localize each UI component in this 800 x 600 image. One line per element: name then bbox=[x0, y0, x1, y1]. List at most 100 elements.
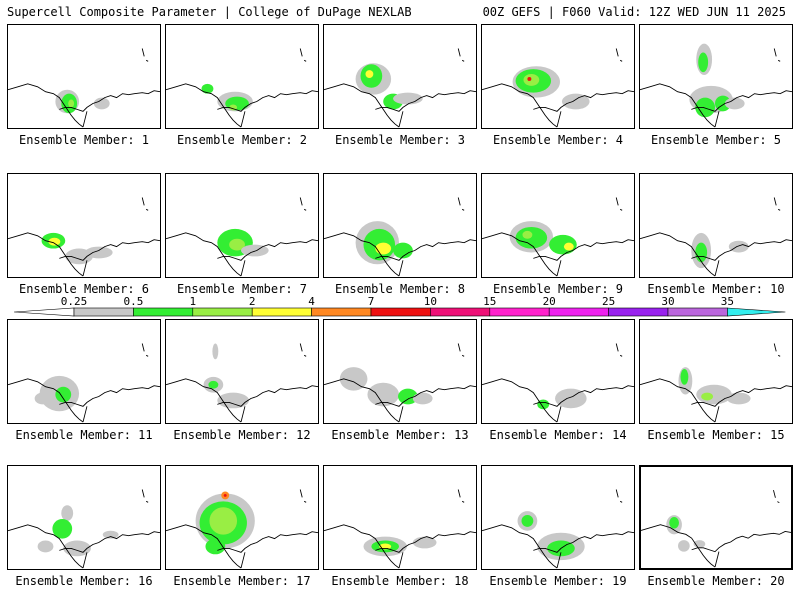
chart-title: Supercell Composite Parameter | College … bbox=[7, 5, 412, 19]
scp-contour-6-4 bbox=[84, 246, 113, 259]
scp-contour-19-2 bbox=[521, 515, 534, 527]
coastline-mexico bbox=[556, 260, 562, 277]
colorbar-segment bbox=[73, 307, 134, 317]
border-line bbox=[482, 524, 558, 569]
ensemble-map-14 bbox=[482, 343, 634, 423]
ensemble-panel-12 bbox=[165, 319, 319, 424]
coastline-mexico bbox=[240, 552, 246, 569]
border-line bbox=[641, 524, 716, 568]
florida-outline bbox=[141, 489, 149, 503]
ensemble-member-label: Ensemble Member: 6 bbox=[18, 282, 150, 296]
scp-contour-15-3 bbox=[696, 384, 732, 405]
coastline-mexico bbox=[398, 406, 404, 423]
border-line bbox=[166, 378, 242, 423]
ensemble-map-11 bbox=[8, 343, 160, 423]
scp-contour-16-1 bbox=[61, 505, 74, 521]
ensemble-panel-5 bbox=[639, 24, 793, 129]
border-line bbox=[640, 83, 716, 128]
florida-outline bbox=[457, 343, 465, 357]
ensemble-panel-15 bbox=[639, 319, 793, 424]
coastline bbox=[217, 385, 318, 407]
ensemble-panel-20 bbox=[639, 465, 793, 570]
colorbar-segment bbox=[192, 307, 253, 317]
ensemble-panel-13 bbox=[323, 319, 477, 424]
colorbar-tick-label: 1 bbox=[189, 296, 196, 308]
florida-outline bbox=[615, 343, 623, 357]
scp-contour-15-4 bbox=[701, 392, 714, 401]
scp-contour-3-3 bbox=[365, 70, 374, 78]
ensemble-member-label: Ensemble Member: 12 bbox=[173, 428, 311, 442]
coastline bbox=[59, 385, 160, 407]
coastline-mexico bbox=[714, 111, 720, 128]
valid-time-label: 00Z GEFS | F060 Valid: 12Z WED JUN 11 20… bbox=[482, 5, 786, 19]
colorbar-segment bbox=[608, 307, 669, 317]
florida-outline bbox=[615, 489, 623, 503]
ensemble-member-label: Ensemble Member: 7 bbox=[176, 282, 308, 296]
border-line bbox=[640, 232, 716, 277]
ensemble-panel-8 bbox=[323, 173, 477, 278]
ensemble-member-label: Ensemble Member: 2 bbox=[176, 133, 308, 147]
coastline bbox=[59, 90, 160, 112]
scp-contour-2-1 bbox=[201, 83, 214, 94]
scp-contour-13-3 bbox=[398, 388, 418, 405]
coastline-mexico bbox=[240, 406, 246, 423]
colorbar-tick-label: 35 bbox=[721, 296, 734, 308]
coastline-mexico bbox=[240, 260, 246, 277]
ensemble-map-8 bbox=[324, 197, 476, 277]
ensemble-member-label: Ensemble Member: 4 bbox=[492, 133, 624, 147]
scp-contour-10-2 bbox=[695, 242, 708, 263]
colorbar-tick-label: 25 bbox=[602, 296, 615, 308]
ensemble-member-label: Ensemble Member: 19 bbox=[489, 574, 627, 588]
ensemble-map-3 bbox=[324, 48, 476, 128]
coastline bbox=[217, 90, 318, 112]
border-line bbox=[166, 524, 242, 569]
coastline-mexico bbox=[240, 111, 246, 128]
border-line bbox=[324, 378, 400, 423]
ensemble-map-18 bbox=[324, 489, 476, 569]
scp-contour-1-3 bbox=[68, 99, 75, 108]
border-line bbox=[8, 83, 84, 128]
colorbar-segment bbox=[133, 307, 194, 317]
scp-contour-11-3 bbox=[34, 392, 51, 405]
florida-outline bbox=[615, 197, 623, 211]
scp-contour-2-3 bbox=[225, 96, 249, 111]
scp-contour-13-2 bbox=[367, 382, 400, 407]
scp-contour-9-5 bbox=[563, 242, 574, 251]
scp-contour-18-3 bbox=[379, 543, 392, 550]
coastline-mexico bbox=[556, 111, 562, 128]
scp-contour-15-2 bbox=[680, 369, 689, 385]
coastline bbox=[375, 531, 476, 553]
ensemble-panel-6 bbox=[7, 173, 161, 278]
colorbar-tick-label: 0.25 bbox=[61, 296, 88, 308]
ensemble-panel-19 bbox=[481, 465, 635, 570]
scp-contour-4-4 bbox=[527, 76, 532, 81]
border-line bbox=[324, 524, 400, 569]
coastline bbox=[375, 385, 476, 407]
ensemble-map-12 bbox=[166, 343, 318, 423]
colorbar-segment bbox=[370, 307, 431, 317]
ensemble-panel-4 bbox=[481, 24, 635, 129]
florida-outline bbox=[773, 489, 780, 503]
coastline bbox=[217, 239, 318, 261]
scp-contour-8-3 bbox=[375, 242, 392, 255]
coastline-mexico bbox=[556, 406, 562, 423]
colorbar-segment bbox=[251, 307, 312, 317]
border-line bbox=[482, 83, 558, 128]
ensemble-panel-2 bbox=[165, 24, 319, 129]
coastline bbox=[691, 385, 792, 407]
scp-contour-6-2 bbox=[48, 237, 61, 246]
ensemble-member-label: Ensemble Member: 15 bbox=[647, 428, 785, 442]
scp-contour-9-3 bbox=[522, 230, 533, 239]
ensemble-member-label: Ensemble Member: 5 bbox=[650, 133, 782, 147]
scp-contour-16-5 bbox=[102, 530, 119, 539]
scp-contour-14-1 bbox=[537, 399, 550, 410]
scp-contour-9-2 bbox=[515, 226, 548, 249]
florida-outline bbox=[773, 48, 781, 62]
colorbar-tick-label: 2 bbox=[249, 296, 256, 308]
ensemble-map-1 bbox=[8, 48, 160, 128]
border-line bbox=[324, 83, 400, 128]
ensemble-map-6 bbox=[8, 197, 160, 277]
florida-outline bbox=[457, 197, 465, 211]
florida-outline bbox=[299, 48, 307, 62]
border-line bbox=[324, 232, 400, 277]
